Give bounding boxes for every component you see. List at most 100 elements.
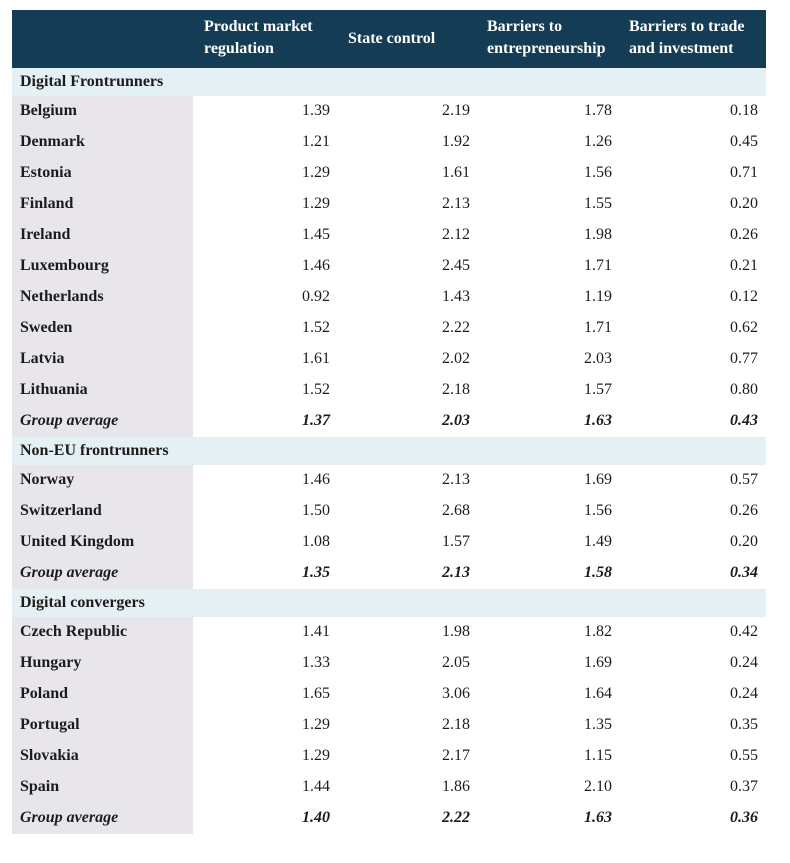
table-row: Czech Republic 1.41 1.98 1.82 0.42	[12, 617, 766, 648]
state-control-value: 1.61	[442, 164, 470, 181]
table-header: Product market regulation State control …	[12, 10, 766, 68]
pmr-value: 1.39	[302, 102, 330, 119]
state-control-value: 1.92	[442, 133, 470, 150]
country-name: Netherlands	[20, 288, 104, 305]
table-row: United Kingdom 1.08 1.57 1.49 0.20	[12, 527, 766, 558]
state-control-value: 2.05	[442, 654, 470, 671]
barriers-trade-value: 0.42	[730, 623, 758, 640]
barriers-ent-value: 1.71	[584, 319, 612, 336]
table-row: Estonia 1.29 1.61 1.56 0.71	[12, 158, 766, 189]
table-row: Denmark 1.21 1.92 1.26 0.45	[12, 127, 766, 158]
country-name: Belgium	[20, 102, 77, 119]
country-name: Switzerland	[20, 502, 102, 519]
average-label: Group average	[20, 564, 119, 581]
barriers-ent-value: 1.64	[584, 685, 612, 702]
barriers-ent-value: 1.78	[584, 102, 612, 119]
barriers-trade-value: 0.20	[730, 195, 758, 212]
barriers-ent-value: 1.69	[584, 471, 612, 488]
table-row: Netherlands 0.92 1.43 1.19 0.12	[12, 282, 766, 313]
pmr-value: 1.29	[302, 195, 330, 212]
average-label: Group average	[20, 809, 119, 826]
state-control-value: 2.68	[442, 502, 470, 519]
group-average-row: Group average 1.35 2.13 1.58 0.34	[12, 558, 766, 589]
table-row: Finland 1.29 2.13 1.55 0.20	[12, 189, 766, 220]
group-average-row: Group average 1.40 2.22 1.63 0.36	[12, 803, 766, 834]
table-row: Spain 1.44 1.86 2.10 0.37	[12, 772, 766, 803]
header-barriers-trade-investment: Barriers to trade and investment	[629, 18, 745, 57]
barriers-ent-value: 2.10	[584, 778, 612, 795]
state-control-value: 1.98	[442, 623, 470, 640]
pmr-value: 1.29	[302, 164, 330, 181]
barriers-ent-value: 1.26	[584, 133, 612, 150]
table-row: Switzerland 1.50 2.68 1.56 0.26	[12, 496, 766, 527]
barriers-trade-value: 0.37	[730, 778, 758, 795]
barriers-trade-value: 0.62	[730, 319, 758, 336]
country-name: Portugal	[20, 716, 80, 733]
country-name: Denmark	[20, 133, 85, 150]
country-name: United Kingdom	[20, 533, 135, 550]
country-name: Estonia	[20, 164, 72, 181]
barriers-ent-value: 1.35	[584, 716, 612, 733]
barriers-trade-value: 0.43	[730, 412, 758, 429]
barriers-trade-value: 0.21	[730, 257, 758, 274]
barriers-ent-value: 2.03	[584, 350, 612, 367]
barriers-trade-value: 0.24	[730, 654, 758, 671]
pmr-value: 1.33	[302, 654, 330, 671]
barriers-trade-value: 0.77	[730, 350, 758, 367]
group-title: Non-EU frontrunners	[20, 442, 169, 459]
table-row: Latvia 1.61 2.02 2.03 0.77	[12, 344, 766, 375]
pmr-value: 1.08	[302, 533, 330, 550]
state-control-value: 2.22	[442, 809, 470, 826]
barriers-trade-value: 0.57	[730, 471, 758, 488]
country-name: Spain	[20, 778, 60, 795]
barriers-ent-value: 1.15	[584, 747, 612, 764]
country-name: Latvia	[20, 350, 65, 367]
barriers-trade-value: 0.80	[730, 381, 758, 398]
country-name: Ireland	[20, 226, 71, 243]
country-name: Lithuania	[20, 381, 88, 398]
barriers-trade-value: 0.20	[730, 533, 758, 550]
state-control-value: 2.12	[442, 226, 470, 243]
barriers-trade-value: 0.71	[730, 164, 758, 181]
pmr-value: 1.29	[302, 716, 330, 733]
barriers-ent-value: 1.58	[584, 564, 612, 581]
average-label: Group average	[20, 412, 119, 429]
group-title: Digital Frontrunners	[20, 73, 164, 90]
pmr-value: 1.50	[302, 502, 330, 519]
barriers-ent-value: 1.98	[584, 226, 612, 243]
table-row: Ireland 1.45 2.12 1.98 0.26	[12, 220, 766, 251]
table-row: Portugal 1.29 2.18 1.35 0.35	[12, 710, 766, 741]
barriers-trade-value: 0.18	[730, 102, 758, 119]
table-row: Poland 1.65 3.06 1.64 0.24	[12, 679, 766, 710]
barriers-ent-value: 1.56	[584, 502, 612, 519]
pmr-value: 1.45	[302, 226, 330, 243]
table-row: Hungary 1.33 2.05 1.69 0.24	[12, 648, 766, 679]
state-control-value: 2.17	[442, 747, 470, 764]
state-control-value: 2.18	[442, 381, 470, 398]
country-name: Poland	[20, 685, 69, 702]
pmr-value: 1.35	[302, 564, 330, 581]
barriers-trade-value: 0.12	[730, 288, 758, 305]
state-control-value: 2.13	[442, 564, 470, 581]
group-header: Non-EU frontrunners	[12, 437, 766, 465]
state-control-value: 3.06	[442, 685, 470, 702]
barriers-ent-value: 1.56	[584, 164, 612, 181]
header-barriers-entrepreneurship: Barriers to entrepreneurship	[487, 18, 606, 57]
barriers-trade-value: 0.34	[730, 564, 758, 581]
barriers-trade-value: 0.35	[730, 716, 758, 733]
table-row: Sweden 1.52 2.22 1.71 0.62	[12, 313, 766, 344]
barriers-ent-value: 1.69	[584, 654, 612, 671]
group-header: Digital Frontrunners	[12, 68, 766, 96]
country-name: Slovakia	[20, 747, 79, 764]
pmr-value: 1.29	[302, 747, 330, 764]
state-control-value: 1.43	[442, 288, 470, 305]
table-row: Slovakia 1.29 2.17 1.15 0.55	[12, 741, 766, 772]
pmr-value: 1.37	[302, 412, 330, 429]
barriers-ent-value: 1.63	[584, 412, 612, 429]
group-average-row: Group average 1.37 2.03 1.63 0.43	[12, 406, 766, 437]
barriers-ent-value: 1.82	[584, 623, 612, 640]
header-product-market-regulation: Product market regulation	[204, 18, 313, 57]
table-row: Belgium 1.39 2.19 1.78 0.18	[12, 96, 766, 127]
country-name: Luxembourg	[20, 257, 109, 274]
state-control-value: 2.13	[442, 471, 470, 488]
